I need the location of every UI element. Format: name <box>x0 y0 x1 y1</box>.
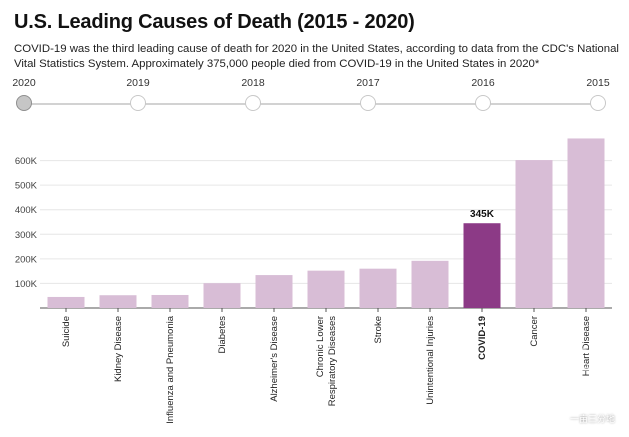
bar <box>203 283 241 308</box>
timeline-year-label: 2019 <box>126 77 150 89</box>
year-timeline: 2020 2019 2018 2017 2016 2015 <box>0 76 629 116</box>
x-tick-label: Chronic LowerRespiratory Diseases <box>315 316 338 407</box>
y-tick-label: 400K <box>15 205 38 216</box>
bar <box>307 270 345 308</box>
timeline-year-label: 2015 <box>586 77 610 89</box>
x-tick-label: Alzheimer's Disease <box>269 316 280 402</box>
timeline-stop-2019[interactable]: 2019 <box>108 76 168 111</box>
timeline-year-label: 2017 <box>356 77 380 89</box>
timeline-stop-2016[interactable]: 2016 <box>453 76 513 111</box>
y-tick-label: 500K <box>15 181 38 192</box>
x-tick-label: Stroke <box>373 316 384 343</box>
watermark-logo <box>544 347 608 411</box>
x-tick-label: COVID-19 <box>477 316 488 360</box>
x-tick-label: Unintentional Injuries <box>425 316 436 405</box>
timeline-year-label: 2016 <box>471 77 495 89</box>
x-tick-label: Diabetes <box>217 316 228 354</box>
chart-subtitle: COVID-19 was the third leading cause of … <box>14 43 619 70</box>
data-label: 345K <box>470 209 495 220</box>
bar <box>255 275 293 308</box>
timeline-stop-2015[interactable]: 2015 <box>568 76 628 111</box>
y-tick-label: 200K <box>15 254 38 265</box>
timeline-dot[interactable] <box>475 95 491 111</box>
x-tick-label: Heart Disease <box>581 316 592 376</box>
timeline-stop-2017[interactable]: 2017 <box>338 76 398 111</box>
bar <box>463 223 501 308</box>
y-tick-label: 600K <box>15 156 38 167</box>
chart-title: U.S. Leading Causes of Death (2015 - 202… <box>14 11 415 33</box>
timeline-dot[interactable] <box>16 95 32 111</box>
x-tick-label: Cancer <box>529 316 540 347</box>
y-tick-label: 100K <box>15 279 38 290</box>
bar <box>359 268 397 308</box>
x-tick-label: Suicide <box>61 316 72 347</box>
timeline-stop-2020[interactable]: 2020 <box>0 76 54 111</box>
bar <box>99 295 137 308</box>
bar <box>151 294 189 308</box>
timeline-year-label: 2020 <box>12 77 36 89</box>
timeline-stop-2018[interactable]: 2018 <box>223 76 283 111</box>
x-tick-label: Kidney Disease <box>113 316 124 382</box>
x-tick-label: Influenza and Pneumonia <box>165 315 176 423</box>
y-tick-label: 300K <box>15 230 38 241</box>
timeline-dot[interactable] <box>130 95 146 111</box>
bar <box>411 260 449 308</box>
bar <box>47 296 85 308</box>
timeline-track <box>22 103 599 105</box>
bar <box>567 138 605 308</box>
timeline-dot[interactable] <box>245 95 261 111</box>
timeline-dot[interactable] <box>360 95 376 111</box>
bar-chart: 100K 200K 300K 400K 500K 600K Suicide Kidney Di… <box>15 138 612 424</box>
timeline-dot[interactable] <box>590 95 606 111</box>
watermark-text: 一亩三分地 <box>569 414 615 424</box>
timeline-year-label: 2018 <box>241 77 265 89</box>
bar <box>515 160 553 308</box>
